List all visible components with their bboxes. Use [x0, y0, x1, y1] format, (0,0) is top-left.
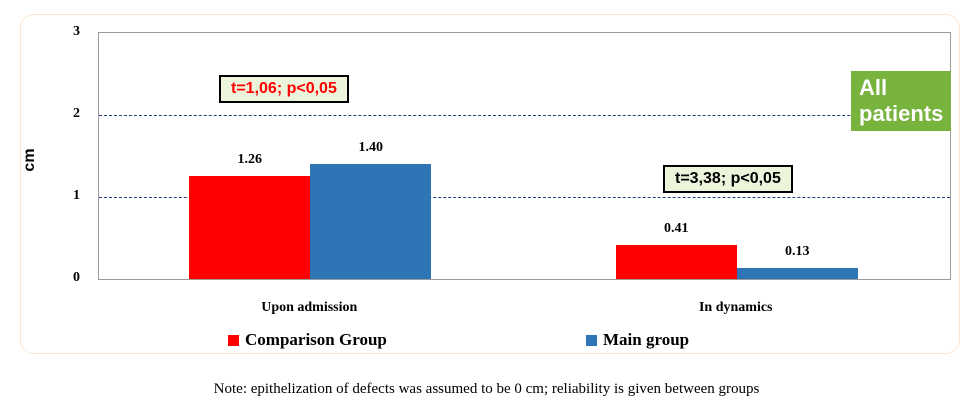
bar-comparison-group-1 [615, 245, 737, 279]
t-test-annotation-admission: t=1,06; p<0,05 [219, 75, 349, 103]
y-tick-label: 2 [73, 106, 80, 121]
bar-value-label: 1.26 [237, 151, 263, 167]
y-axis-label: cm [21, 148, 38, 172]
bar-comparison-group-0 [189, 175, 311, 279]
y-tick-label: 1 [73, 188, 80, 203]
bar-main-group-0 [310, 164, 432, 279]
gridline-2 [99, 115, 950, 116]
footnote: Note: epithelization of defects was assu… [213, 381, 760, 397]
x-tick-label: In dynamics [698, 300, 773, 315]
y-tick-label: 0 [73, 270, 80, 285]
bar-value-label: 0.41 [664, 221, 689, 237]
plot-area: All patients t=1,06; p<0,05 t=3,38; p<0,… [98, 32, 952, 280]
legend-item-comparison-group: Comparison Group [228, 330, 387, 350]
legend-item-main-group: Main group [586, 330, 689, 350]
x-tick-label: Upon admission [261, 300, 358, 315]
legend-swatch-main-group [586, 334, 597, 346]
legend-swatch-comparison-group [228, 334, 239, 346]
bar-value-label: 1.40 [358, 140, 384, 156]
legend-label-comparison-group: Comparison Group [245, 330, 387, 349]
bar-value-label: 0.13 [785, 244, 810, 260]
gridline-1 [99, 197, 950, 198]
t-test-annotation-dynamics: t=3,38; p<0,05 [663, 165, 793, 193]
y-tick-label: 3 [73, 24, 80, 39]
legend-label-main-group: Main group [603, 330, 690, 349]
bar-main-group-1 [736, 268, 858, 279]
chart-title-badge: All patients [851, 71, 952, 131]
